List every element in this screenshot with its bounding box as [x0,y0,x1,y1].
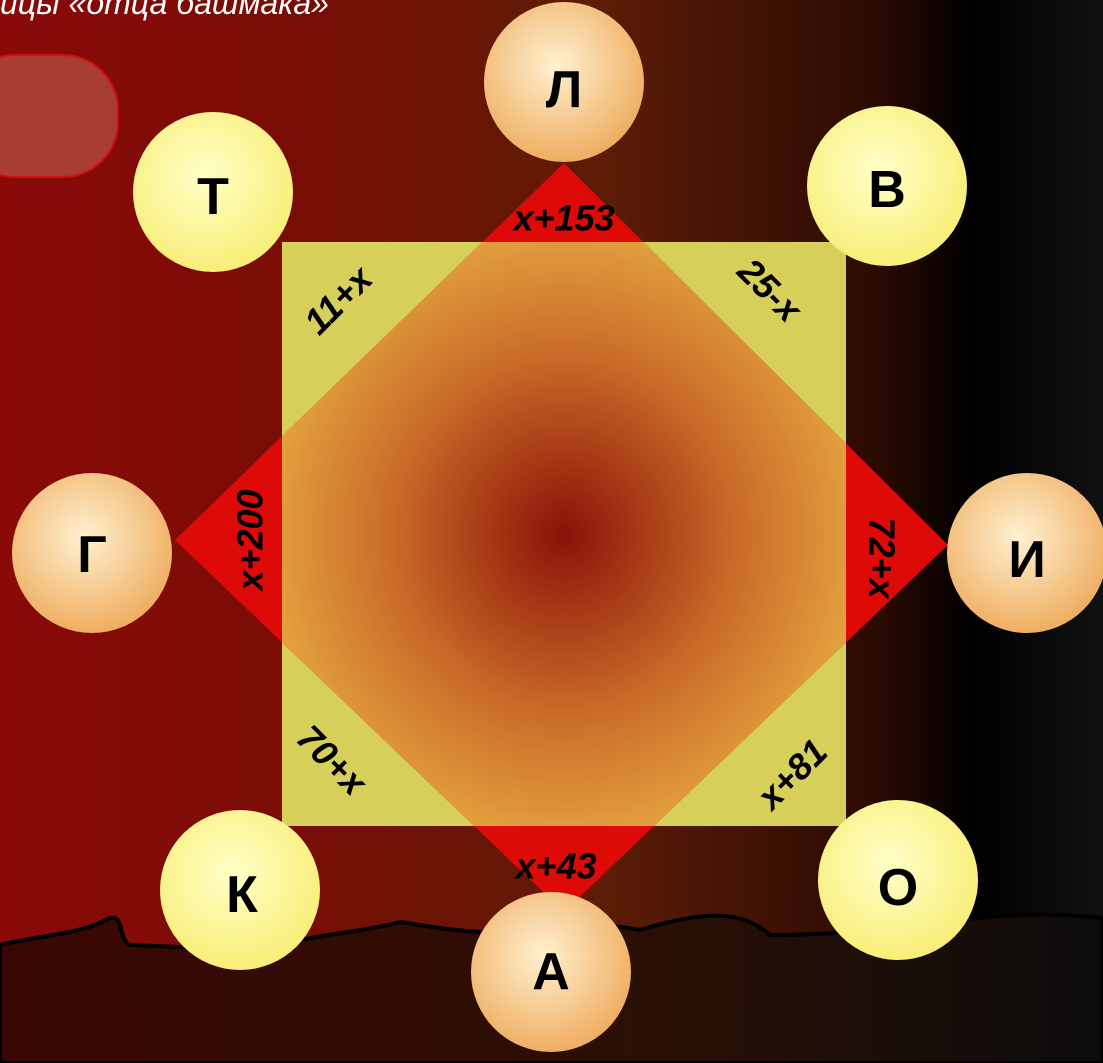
node-label: Л [546,61,583,119]
node-label: Г [77,526,106,584]
title: ицы «отца башмака» [0,0,329,21]
button[interactable] [0,55,118,177]
edge-label: x+153 [511,198,614,239]
page: ицы «отца башмака» x+153 25-x 72+x x+81 … [0,0,1103,1063]
edge-label: x+43 [513,846,596,887]
node-label: А [532,943,570,1001]
slide: ицы «отца башмака» x+153 25-x 72+x x+81 … [0,0,1103,1063]
node-label: Т [197,168,229,226]
node-label: О [878,859,918,917]
edge-label: 72+x [862,517,903,600]
node-label: К [226,866,258,924]
node-label: И [1008,531,1045,589]
node-label: В [868,161,906,219]
edge-label: x+200 [230,489,271,592]
